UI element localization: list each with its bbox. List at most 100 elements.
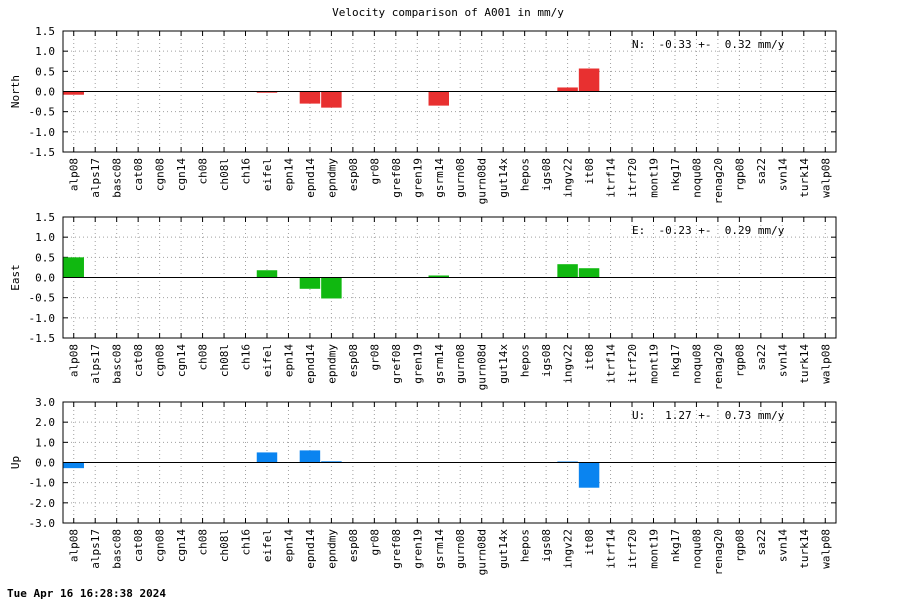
x-tick-label: esp08 <box>347 158 360 191</box>
x-tick-label: noqu08 <box>690 158 703 198</box>
bar-alp08 <box>63 462 84 469</box>
x-tick-label: ingv22 <box>562 344 575 384</box>
x-tick-label: rgp08 <box>733 529 746 562</box>
y-tick-label: -1.5 <box>29 332 56 345</box>
y-tick-label: 0.5 <box>35 251 55 264</box>
x-tick-label: ingv22 <box>562 158 575 198</box>
x-tick-label: nkg17 <box>669 344 682 377</box>
x-tick-label: basc08 <box>111 158 124 198</box>
x-tick-label: walp08 <box>819 529 832 569</box>
panel-north: 1.5 1.0 0.5 0.0 -0.5 -1.0 -1.5 alp08 alps17 basc0… <box>9 25 837 204</box>
y-tick-label: -1.0 <box>29 477 56 490</box>
x-tick-label: ch08 <box>197 529 210 556</box>
velocity-annotation: E: -0.23 +- 0.29 mm/y <box>632 224 785 237</box>
x-tick-label: nkg17 <box>669 529 682 562</box>
y-tick-label: 1.0 <box>35 231 55 244</box>
y-tick-label: 0.5 <box>35 65 55 78</box>
x-tick-label: turk14 <box>798 529 811 569</box>
x-tick-label: itrf20 <box>626 529 639 569</box>
velocity-annotation: U: 1.27 +- 0.73 mm/y <box>632 409 785 422</box>
x-tick-label: gsrm14 <box>433 344 446 384</box>
y-tick-label: -2.0 <box>29 497 56 510</box>
x-tick-label: epn14 <box>282 529 295 562</box>
x-tick-label: basc08 <box>111 529 124 569</box>
x-tick-label: cgn14 <box>175 529 188 562</box>
x-tick-label: walp08 <box>819 158 832 198</box>
x-tick-label: cat08 <box>132 529 145 562</box>
x-tick-label: ch08l <box>218 158 231 191</box>
chart-title: Velocity comparison of A001 in mm/y <box>332 6 564 19</box>
x-tick-label: hepos <box>519 158 532 191</box>
y-tick-label: -1.5 <box>29 146 56 159</box>
x-tick-label: igs08 <box>540 158 553 191</box>
x-tick-label: svn14 <box>776 529 789 562</box>
x-tick-label: epndmy <box>325 344 338 384</box>
x-tick-label: alp08 <box>68 529 81 562</box>
x-tick-label: rgp08 <box>733 158 746 191</box>
x-tick-label: ch08l <box>218 344 231 377</box>
x-tick-label: sa22 <box>755 344 768 371</box>
bar-epnd14 <box>299 277 321 289</box>
y-tick-label: 1.0 <box>35 45 55 58</box>
x-tick-label: gr08 <box>368 158 381 185</box>
y-tick-label: -0.5 <box>29 292 56 305</box>
x-tick-label: cat08 <box>132 344 145 377</box>
x-tick-label: epnd14 <box>304 529 317 569</box>
bar-epndmy <box>321 91 342 108</box>
x-tick-label: walp08 <box>819 344 832 384</box>
x-tick-label: cgn14 <box>175 158 188 191</box>
x-tick-label: ch08 <box>197 158 210 185</box>
x-tick-label: nkg17 <box>669 158 682 191</box>
panel-up: 3.0 2.0 1.0 0.0 -1.0 -2.0 -3.0 alp08 alps17 basc0… <box>9 396 837 575</box>
x-tick-label: itrf14 <box>605 529 618 569</box>
x-tick-label: it08 <box>583 529 596 556</box>
x-tick-label: gut14x <box>497 158 510 198</box>
y-tick-label: 1.5 <box>35 211 55 224</box>
x-tick-label: gr08 <box>368 344 381 371</box>
x-tick-label: cgn14 <box>175 344 188 377</box>
x-tick-label: gut14x <box>497 344 510 384</box>
bar-eifel <box>256 91 278 93</box>
x-tick-label: cgn08 <box>154 344 167 377</box>
bar-eifel <box>256 270 278 278</box>
x-tick-label: gref08 <box>390 158 403 198</box>
x-tick-label: epn14 <box>282 158 295 191</box>
velocity-annotation: N: -0.33 +- 0.32 mm/y <box>632 38 785 51</box>
x-tick-label: gref08 <box>390 344 403 384</box>
y-axis-label: East <box>9 264 22 291</box>
x-tick-label: alp08 <box>68 158 81 191</box>
x-tick-label: it08 <box>583 344 596 371</box>
x-tick-label: gurn08d <box>476 158 489 204</box>
y-tick-label: 2.0 <box>35 416 55 429</box>
bar-ingv22 <box>557 461 578 463</box>
plot-frame <box>62 30 837 153</box>
bar-epndmy <box>321 461 342 463</box>
x-tick-label: gurn08 <box>454 529 467 569</box>
x-tick-label: gsrm14 <box>433 158 446 198</box>
x-tick-label: itrf14 <box>605 158 618 198</box>
x-tick-label: svn14 <box>776 344 789 377</box>
x-tick-label: epn14 <box>282 344 295 377</box>
x-tick-label: itrf14 <box>605 344 618 384</box>
x-tick-label: epndmy <box>325 529 338 569</box>
y-axis-label: Up <box>9 456 22 469</box>
x-tick-label: ch08l <box>218 529 231 562</box>
x-tick-label: itrf20 <box>626 158 639 198</box>
bar-ingv22 <box>557 87 578 92</box>
x-tick-label: turk14 <box>798 158 811 198</box>
x-tick-label: igs08 <box>540 344 553 377</box>
x-tick-label: renag20 <box>712 344 725 390</box>
y-tick-label: -1.0 <box>29 126 56 139</box>
x-tick-label: eifel <box>261 529 274 562</box>
x-tick-label: cgn08 <box>154 529 167 562</box>
x-tick-label: gurn08d <box>476 529 489 575</box>
bar-ingv22 <box>557 264 578 278</box>
x-tick-label: igs08 <box>540 529 553 562</box>
x-tick-label: epnd14 <box>304 344 317 384</box>
x-tick-label: mont19 <box>647 529 660 569</box>
x-tick-label: renag20 <box>712 529 725 575</box>
y-tick-label: 1.0 <box>35 436 55 449</box>
bar-eifel <box>256 452 278 463</box>
x-tick-label: svn14 <box>776 158 789 191</box>
panel-east: 1.5 1.0 0.5 0.0 -0.5 -1.0 -1.5 alp08 alps17 basc0… <box>9 211 837 390</box>
